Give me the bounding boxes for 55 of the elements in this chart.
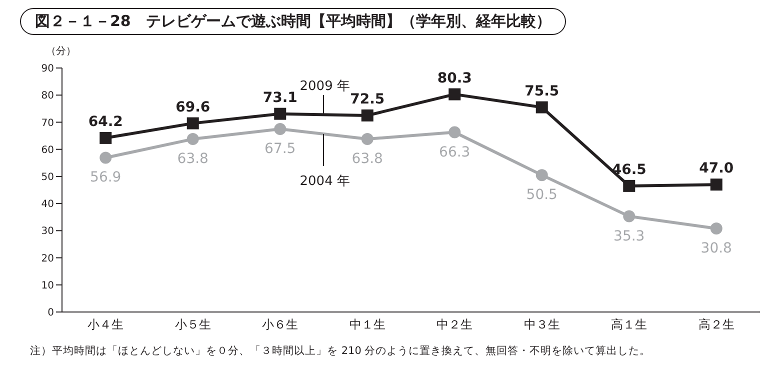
- data-label: 80.3: [437, 70, 472, 86]
- x-tick-label: 高２生: [698, 318, 734, 332]
- data-label: 72.5: [350, 91, 385, 108]
- y-tick-label: 10: [41, 280, 54, 292]
- x-tick-label: 中２生: [436, 318, 473, 332]
- chart-title: 図２－１－28 テレビゲームで遊ぶ時間【平均時間】（学年別、経年比較）: [20, 8, 566, 35]
- data-label: 73.1: [262, 90, 298, 106]
- data-label: 64.2: [88, 114, 123, 130]
- y-axis-title: （分）: [46, 45, 76, 58]
- point: [361, 109, 374, 122]
- data-label: 63.8: [352, 151, 383, 168]
- point: [536, 101, 548, 114]
- y-tick-label: 60: [41, 144, 54, 156]
- point: [623, 210, 636, 222]
- data-label: 35.3: [614, 228, 645, 244]
- y-tick-label: 90: [41, 64, 54, 75]
- data-label: 63.8: [177, 151, 208, 168]
- y-tick-label: 80: [41, 90, 54, 102]
- point: [186, 133, 199, 146]
- point: [361, 133, 374, 146]
- y-tick-label: 70: [41, 118, 54, 129]
- point: [100, 152, 112, 164]
- point: [186, 117, 199, 130]
- text: 2004 年: [300, 173, 350, 190]
- point: [623, 180, 636, 192]
- data-label: 66.3: [439, 144, 470, 160]
- point: [100, 132, 112, 144]
- point: [536, 169, 548, 182]
- y-tick-label: 0: [48, 308, 54, 319]
- point: [710, 222, 722, 234]
- x-tick-label: 小６生: [262, 318, 298, 332]
- x-tick-label: 小４生: [88, 318, 124, 332]
- series-label: 2009 年: [300, 78, 350, 95]
- y-tick-label: 50: [41, 172, 54, 183]
- point: [448, 88, 461, 100]
- x-tick-label: 小５生: [174, 318, 211, 332]
- text: 注）平均時間は「ほとんどしない」を０分、「３時間以上」を 210 分のように置き換えて、無回答・不明を除いて算出した。: [30, 344, 651, 358]
- data-label: 56.9: [90, 170, 122, 186]
- y-tick-label: 20: [41, 253, 54, 264]
- y-tick-label: 40: [41, 199, 54, 210]
- data-label: 69.6: [176, 99, 210, 116]
- data-label: 67.5: [264, 141, 296, 157]
- data-label: 50.5: [526, 187, 558, 204]
- x-tick-label: 中１生: [349, 318, 386, 332]
- y-tick-label: 30: [41, 226, 54, 238]
- data-label: 46.5: [612, 162, 646, 178]
- data-label: 47.0: [699, 160, 734, 177]
- point: [274, 123, 286, 135]
- point: [710, 178, 722, 191]
- x-tick-label: 高１生: [611, 318, 648, 332]
- data-label: 75.5: [524, 83, 560, 100]
- point: [274, 108, 286, 120]
- data-label: 30.8: [700, 240, 732, 256]
- x-tick-label: 中３生: [524, 318, 560, 332]
- point: [448, 126, 461, 138]
